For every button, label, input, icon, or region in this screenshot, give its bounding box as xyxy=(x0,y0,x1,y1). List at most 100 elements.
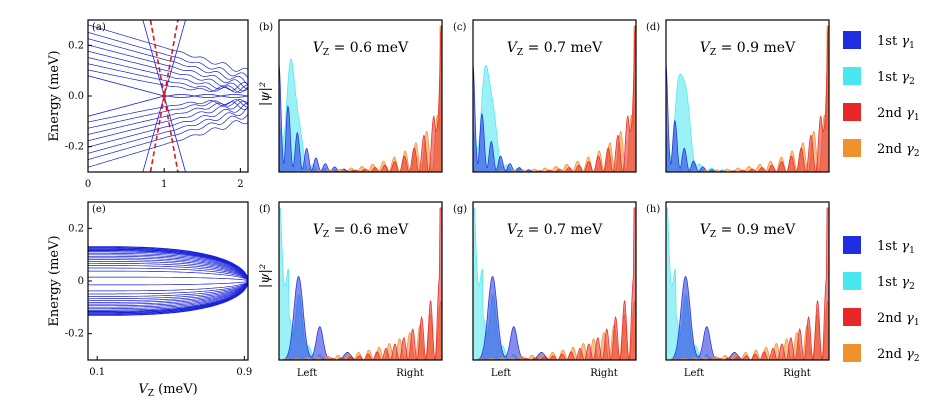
panel-g-annotation: VZ = 0.7 meV xyxy=(507,222,603,240)
legend: 1st γ1 1st γ2 2nd γ1 2nd γ2 1st γ1 1st γ2 2nd … xyxy=(843,31,920,364)
legend-label: 1st γ2 xyxy=(877,70,915,87)
panel-d-frame xyxy=(665,19,830,173)
critical-line xyxy=(149,20,179,172)
panel-g-frame xyxy=(472,201,637,361)
panel-g-label: (g) xyxy=(453,204,467,215)
panel-f-label: (f) xyxy=(259,204,271,215)
band-curve xyxy=(88,113,248,160)
y-tick-label: 0 xyxy=(78,276,84,287)
panel-a-ticks: 0 1 2 0.2 0.0 -0.2 xyxy=(65,40,244,190)
level-curve xyxy=(88,280,248,292)
density-2nd-g1 xyxy=(473,207,636,360)
level-curve xyxy=(88,255,248,282)
critical-point xyxy=(161,93,167,99)
level-curve xyxy=(88,261,248,282)
x-tick-label: 2 xyxy=(237,179,243,190)
level-curve xyxy=(88,276,248,282)
level-curve xyxy=(88,280,248,314)
band-curve xyxy=(88,100,248,123)
panel-e-ylabel: Energy (meV) xyxy=(47,235,62,326)
x-tick-label: Left xyxy=(684,368,704,379)
level-curve xyxy=(88,280,248,315)
panel-f-ylabel: |ψ|² xyxy=(258,264,273,288)
legend-swatch xyxy=(843,344,861,362)
panel-b: (b) VZ = 0.6 meV |ψ|² xyxy=(258,19,443,173)
legend-swatch xyxy=(843,103,861,121)
density-1st-g1 xyxy=(473,275,636,360)
band-curve xyxy=(88,107,248,154)
band-curve xyxy=(88,120,248,168)
panel-a: (a) 0 1 2 0.2 0.0 -0.2 xyxy=(65,19,249,190)
panel-h-annotation: VZ = 0.9 meV xyxy=(700,222,796,240)
panel-c: (c) VZ = 0.7 meV xyxy=(453,19,637,173)
density-2nd-g1 xyxy=(666,207,829,360)
level-curve xyxy=(88,280,248,286)
panel-c-annotation: VZ = 0.7 meV xyxy=(507,40,603,58)
band-curve xyxy=(88,32,248,79)
panel-b-annotation: VZ = 0.6 meV xyxy=(313,40,409,58)
x-tick-label: Right xyxy=(396,368,424,379)
level-curve xyxy=(88,257,248,282)
density-1st-g1 xyxy=(666,275,829,360)
level-curve xyxy=(88,280,248,308)
panel-d-label: (d) xyxy=(646,22,660,33)
band-curve xyxy=(88,24,248,72)
legend-label: 2nd γ2 xyxy=(877,142,920,159)
level-curve xyxy=(88,280,248,312)
panel-b-frame xyxy=(278,19,443,173)
legend-label: 1st γ1 xyxy=(877,239,915,256)
band-curve xyxy=(88,99,248,129)
legend-swatch xyxy=(843,236,861,254)
panel-f-frame xyxy=(278,201,443,361)
wavefunction-panels: (b) VZ = 0.6 meV |ψ|² (c) VZ = 0.7 meV (d) VZ … xyxy=(258,19,830,379)
level-curve xyxy=(88,280,248,297)
critical-line xyxy=(149,20,179,172)
x-tick-label: Left xyxy=(297,368,317,379)
level-curve xyxy=(88,280,248,300)
panel-c-frame xyxy=(472,19,637,173)
x-tick-label: 1 xyxy=(161,179,167,190)
band-curve xyxy=(88,95,248,117)
panel-b-label: (b) xyxy=(259,22,273,33)
legend-label: 1st γ1 xyxy=(877,34,915,51)
level-curve xyxy=(88,280,248,301)
panel-e-frame xyxy=(87,201,249,361)
band-curve xyxy=(88,100,248,142)
level-curve xyxy=(88,265,248,282)
level-curve xyxy=(88,251,248,282)
legend-swatch xyxy=(843,31,861,49)
legend-label: 2nd γ1 xyxy=(877,311,920,328)
band-curve xyxy=(88,38,248,85)
band-curve xyxy=(88,69,248,92)
level-curve xyxy=(88,262,248,282)
band-curve xyxy=(88,63,248,93)
level-curve xyxy=(88,280,248,316)
panel-f: (f) VZ = 0.6 meV |ψ|² Left Right xyxy=(258,201,443,379)
panel-e-xlabel: VZ (meV) xyxy=(138,382,197,399)
level-curve xyxy=(88,259,248,282)
panel-h-label: (h) xyxy=(646,204,660,215)
level-curve xyxy=(88,270,248,282)
panel-d: (d) VZ = 0.9 meV xyxy=(646,19,830,173)
legend-label: 1st γ2 xyxy=(877,275,915,292)
level-curve xyxy=(88,280,248,310)
y-tick-label: 0.0 xyxy=(68,91,84,102)
level-curve xyxy=(88,267,248,282)
density-1st-g1 xyxy=(279,275,442,360)
panel-a-ylabel: Energy (meV) xyxy=(47,50,62,141)
level-curve xyxy=(88,250,248,282)
y-tick-label: -0.2 xyxy=(65,329,84,340)
panel-e-label: (e) xyxy=(92,204,106,215)
level-curve xyxy=(88,247,248,282)
legend-swatch xyxy=(843,139,861,157)
panel-f-annotation: VZ = 0.6 meV xyxy=(313,222,409,240)
legend-label: 2nd γ2 xyxy=(877,347,920,364)
level-curve xyxy=(88,280,248,305)
legend-swatch xyxy=(843,67,861,85)
band-curve xyxy=(88,44,248,89)
x-tick-label: 0.1 xyxy=(89,367,105,378)
level-curve xyxy=(88,280,248,295)
y-tick-label: -0.2 xyxy=(65,142,84,153)
level-curve xyxy=(88,248,248,282)
panel-a-label: (a) xyxy=(92,22,106,33)
